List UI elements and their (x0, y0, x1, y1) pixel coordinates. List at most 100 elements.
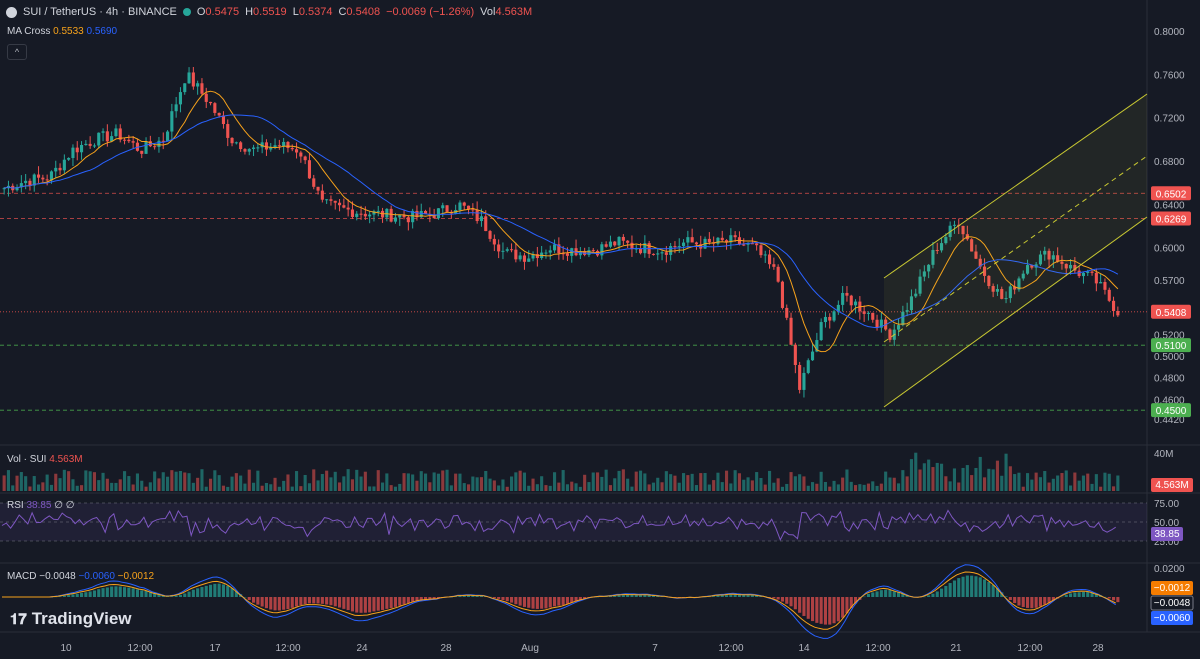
candle-body (299, 152, 303, 157)
volume-bar (849, 481, 853, 491)
macd-hist-bar (897, 592, 901, 597)
volume-bar (217, 475, 221, 491)
volume-bar (703, 473, 707, 491)
volume-bar (196, 477, 200, 491)
volume-bar (368, 486, 372, 491)
candle-body (815, 340, 819, 352)
macd-hist-bar (221, 584, 225, 597)
volume-bar (49, 484, 53, 491)
price-axis-label: 0.4800 (1154, 374, 1185, 385)
volume-bar (664, 471, 668, 491)
volume-bar (355, 469, 359, 491)
rsi-line (1, 509, 1116, 542)
ma-cross-legend[interactable]: MA Cross 0.5533 0.5690 (7, 26, 117, 37)
macd-tag (1150, 595, 1194, 611)
time-axis-label: 28 (1092, 643, 1104, 654)
volume-bar (944, 476, 948, 491)
candle-body (746, 243, 750, 245)
volume-bar (1099, 486, 1103, 491)
macd-hist-bar (1008, 597, 1012, 600)
macd-hist-bar (475, 595, 479, 597)
macd-hist-bar (1077, 592, 1081, 597)
volume-bar (978, 456, 982, 491)
candle-body (862, 311, 866, 314)
candle-body (1043, 250, 1047, 255)
candle-body (372, 211, 376, 215)
candle-body (836, 304, 840, 312)
candle-body (608, 241, 612, 247)
volume-bar (1107, 473, 1111, 491)
volume-bar (1112, 486, 1116, 491)
volume-bar (974, 467, 978, 491)
candle-body (445, 205, 449, 212)
candle-body (1013, 286, 1017, 290)
macd-hist-bar (832, 597, 836, 624)
time-axis-label: 10 (60, 643, 72, 654)
macd-hist-bar (243, 596, 247, 598)
collapse-legend-button[interactable]: ^ (7, 44, 27, 60)
candle-body (871, 312, 875, 320)
rsi-legend[interactable]: RSI 38.85 ∅ ∅ (7, 500, 74, 511)
volume-bar (58, 478, 62, 491)
candle-body (92, 145, 96, 147)
open-value: 0.5475 (205, 6, 240, 18)
candle-body (45, 179, 49, 181)
volume-bar (570, 481, 574, 491)
volume-bar (553, 472, 557, 491)
candle-body (230, 137, 234, 144)
volume-bar (647, 484, 651, 491)
candle-body (737, 237, 741, 245)
tradingview-logo[interactable]: 𝟏𝟕 TradingView (10, 609, 132, 629)
channel-fill (884, 94, 1147, 407)
volume-bar (247, 469, 251, 491)
candle-body (200, 83, 204, 94)
candle-body (664, 252, 668, 255)
macd-hist-bar (1060, 596, 1064, 598)
volume-bar (823, 481, 827, 491)
volume-bar (922, 463, 926, 491)
macd-line (2, 564, 1116, 639)
candle-body (432, 214, 436, 219)
volume-bar (282, 480, 286, 491)
macd-hist-bar (286, 597, 290, 610)
volume-axis-label: 40M (1154, 449, 1173, 460)
macd-hist-bar (522, 597, 526, 607)
candle-body (58, 167, 62, 171)
candle-body (436, 208, 440, 219)
price-axis-label: 0.6000 (1154, 244, 1185, 255)
candle-body (37, 174, 41, 178)
macd-legend[interactable]: MACD −0.0048 −0.0060 −0.0012 (7, 571, 154, 582)
macd-hist-bar (729, 594, 733, 597)
volume-bar (449, 485, 453, 491)
symbol-title[interactable]: SUI / TetherUS · 4h · BINANCE (23, 6, 177, 18)
candle-body (686, 237, 690, 243)
candle-body (170, 111, 174, 132)
candle-body (290, 148, 294, 150)
volume-bar (596, 472, 600, 491)
volume-legend[interactable]: Vol · SUI 4.563M (7, 454, 83, 465)
volume-bar (458, 473, 462, 491)
candle-body (393, 217, 397, 222)
macd-hist-bar (118, 586, 122, 597)
macd-hist-bar (110, 586, 114, 597)
macd-hist-bar (879, 590, 883, 597)
volume-bar (148, 482, 152, 491)
candle-body (475, 209, 479, 222)
candle-body (1056, 255, 1060, 262)
volume-value: 4.563M (495, 6, 533, 18)
volume-group (2, 452, 1120, 491)
macd-hist-bar (217, 583, 221, 597)
volume-bar (1030, 479, 1034, 491)
macd-hist-bar (200, 587, 204, 597)
macd-hist-bar (995, 588, 999, 597)
volume-bar (166, 476, 170, 491)
time-axis-label: 12:00 (127, 643, 152, 654)
macd-hist-bar (1107, 597, 1111, 599)
volume-bar (630, 486, 634, 491)
candle-body (479, 216, 483, 222)
candle-body (802, 372, 806, 390)
volume-bar (131, 484, 135, 491)
time-axis-label: 12:00 (1017, 643, 1042, 654)
candle-body (256, 147, 260, 149)
